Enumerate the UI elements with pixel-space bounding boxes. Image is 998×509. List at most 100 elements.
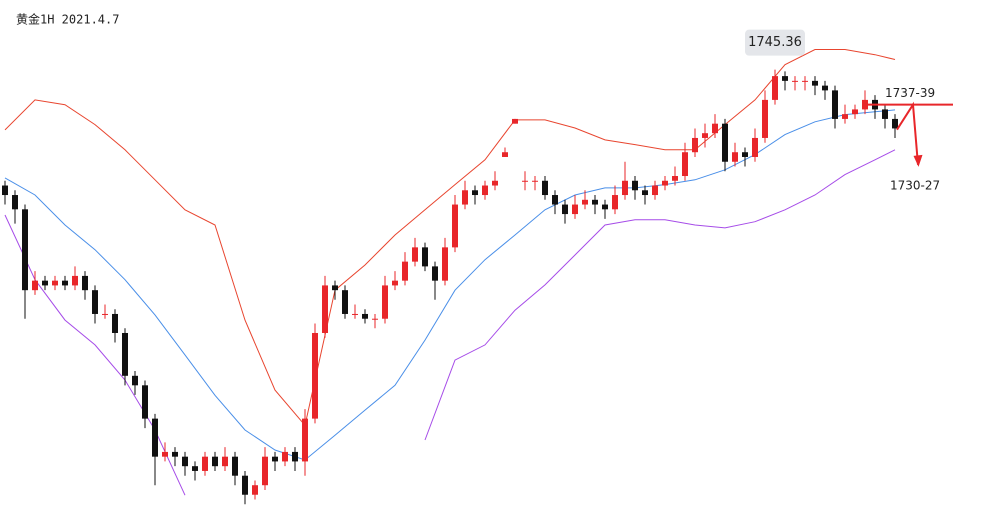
candle-body — [642, 190, 648, 196]
candle-body — [352, 313, 358, 315]
candle-body — [682, 152, 688, 177]
candle-body — [262, 456, 268, 486]
candle-body — [662, 180, 668, 186]
candle-body — [32, 280, 38, 291]
candle-body — [222, 456, 228, 467]
candle-body — [632, 180, 638, 191]
level-label: 1730-27 — [890, 178, 940, 192]
candle-body — [42, 280, 48, 286]
candle-body — [592, 199, 598, 205]
candle-body — [892, 118, 898, 129]
candle-body — [752, 137, 758, 157]
candle-body — [472, 190, 478, 196]
candle-body — [812, 80, 818, 86]
candle-body — [312, 332, 318, 419]
candle-body — [322, 285, 328, 333]
candle-body — [192, 466, 198, 471]
candle-body — [622, 180, 628, 196]
candle-body — [272, 456, 278, 462]
candle-body — [552, 195, 558, 205]
candle-body — [542, 180, 548, 196]
candle-body — [72, 275, 78, 286]
candle-body — [772, 76, 778, 100]
candle-body — [362, 313, 368, 319]
candle-body — [422, 247, 428, 267]
candle-body — [302, 418, 308, 462]
candle-body — [602, 204, 608, 210]
candle-body — [282, 451, 288, 462]
chart-title: 黄金1H 2021.4.7 — [16, 12, 119, 27]
candle-body — [22, 209, 28, 291]
candle-body — [392, 280, 398, 286]
candle-body — [502, 152, 508, 157]
candle-body — [852, 109, 858, 115]
candle-body — [12, 195, 18, 210]
candle-body — [482, 185, 488, 196]
arrow-head — [913, 154, 923, 167]
candle-body — [232, 456, 238, 476]
candle-body — [572, 204, 578, 215]
candle-body — [582, 199, 588, 205]
candle-body — [792, 80, 798, 82]
band-line — [4, 109, 896, 461]
candle-body — [252, 485, 258, 495]
candle-body — [612, 195, 618, 210]
candle-body — [92, 290, 98, 314]
candle-body — [842, 114, 848, 119]
candle-body — [492, 180, 498, 186]
level-label: 1737-39 — [885, 86, 935, 100]
candle-body — [532, 180, 538, 182]
candle-body — [652, 185, 658, 196]
candle-body — [212, 456, 218, 467]
candle-body — [442, 247, 448, 281]
band-line — [4, 49, 896, 427]
candle-body — [2, 185, 8, 196]
candle-body — [372, 318, 378, 320]
candle-body — [332, 285, 338, 291]
candle-body — [432, 266, 438, 281]
candle-body — [182, 456, 188, 467]
candle-body — [202, 456, 208, 471]
high-label: 1745.36 — [748, 35, 802, 50]
candle-body — [82, 275, 88, 291]
candle-body — [782, 76, 788, 81]
candle-body — [712, 123, 718, 134]
candle-body — [732, 152, 738, 162]
candle-body — [122, 332, 128, 376]
candle-body — [402, 261, 408, 281]
candle-body — [762, 99, 768, 138]
candle-body — [152, 418, 158, 457]
label-box — [745, 29, 805, 56]
candle-body — [172, 451, 178, 457]
candle-body — [822, 85, 828, 91]
candle-body — [62, 280, 68, 286]
candle-body — [112, 313, 118, 333]
candle-body — [412, 247, 418, 262]
candle-body — [882, 109, 888, 119]
candle-body — [832, 90, 838, 119]
forecast-arrow — [896, 101, 919, 165]
candle-body — [52, 280, 58, 286]
candle-body — [722, 123, 728, 162]
candle-body — [672, 176, 678, 181]
candle-body — [132, 375, 138, 386]
candle-body — [802, 80, 808, 82]
candle-body — [462, 190, 468, 205]
candle-body — [512, 118, 518, 124]
candle-body — [142, 385, 148, 419]
candle-body — [522, 180, 528, 182]
candle-body — [342, 290, 348, 314]
candle-body — [382, 285, 388, 319]
candle-body — [452, 204, 458, 248]
band-line — [4, 149, 896, 496]
candle-body — [702, 133, 708, 138]
candle-body — [292, 451, 298, 462]
candle-body — [742, 152, 748, 157]
candle-body — [162, 451, 168, 457]
candle-body — [242, 475, 248, 495]
candle-body — [562, 204, 568, 215]
candle-body — [692, 137, 698, 153]
candle-body — [102, 313, 108, 315]
